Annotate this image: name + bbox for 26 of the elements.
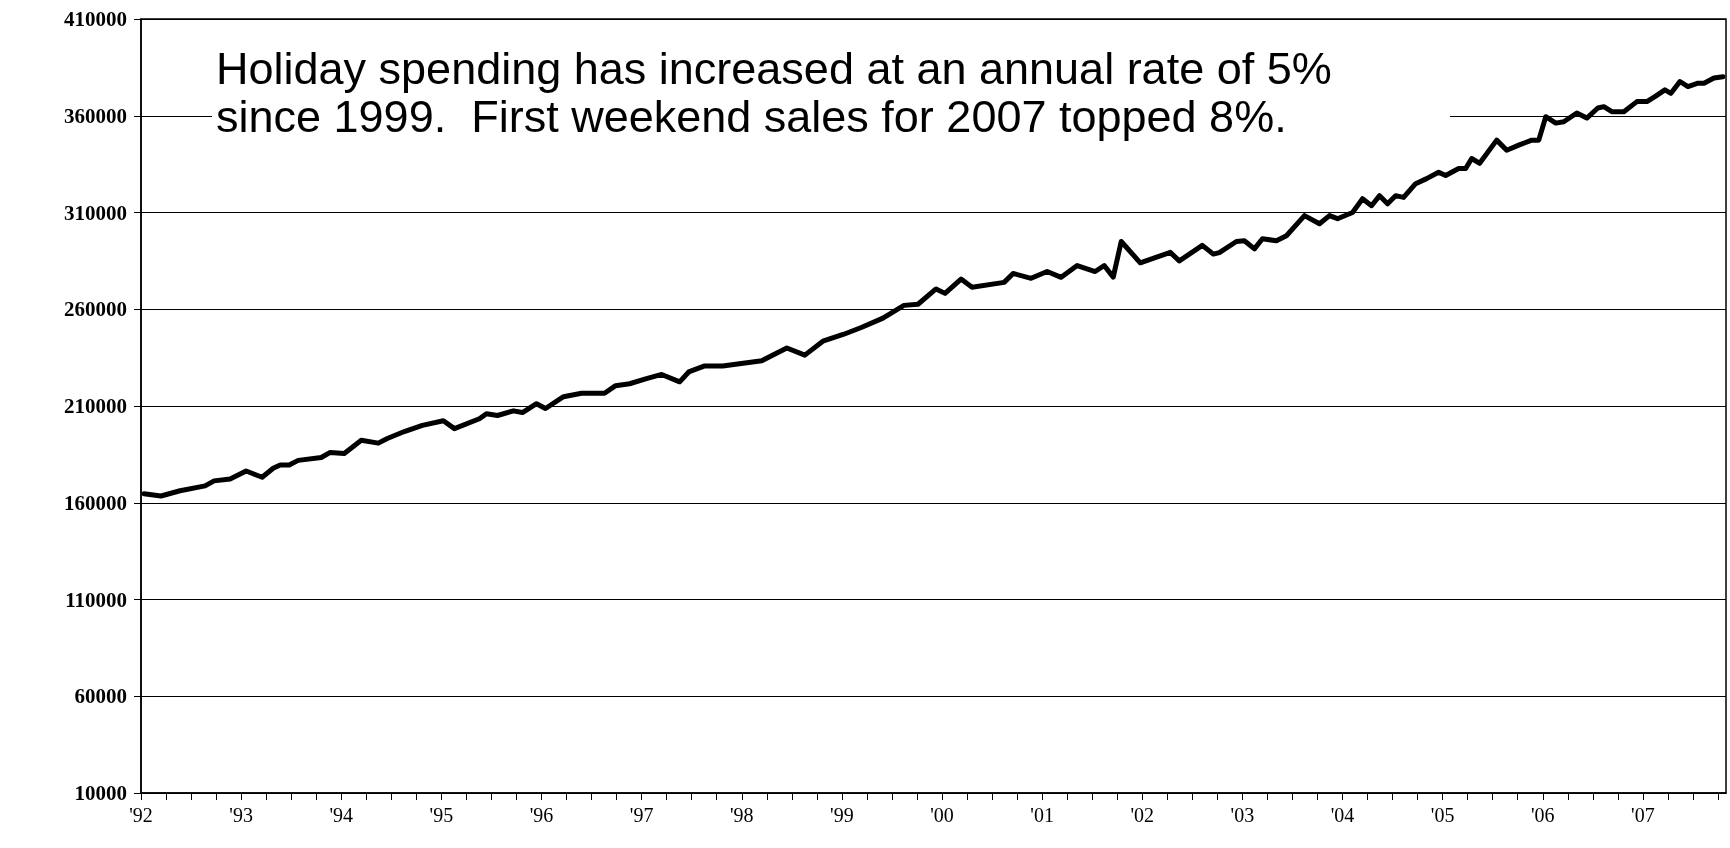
x-tick-label: '94	[329, 804, 354, 826]
x-tick-label: '98	[729, 804, 754, 826]
y-tick-label: 160000	[64, 490, 127, 515]
x-tick-label: '97	[629, 804, 654, 826]
x-tick-label: '05	[1430, 804, 1455, 826]
y-tick-label: 260000	[64, 297, 127, 322]
y-tick-label: 210000	[64, 394, 127, 418]
x-tick-label: '95	[429, 804, 454, 826]
x-tick-label: '93	[229, 804, 253, 826]
x-tick-label: '01	[1030, 804, 1054, 826]
x-tick-label: '03	[1230, 804, 1255, 826]
x-tick-label: '92	[129, 804, 153, 826]
x-tick-label: '02	[1130, 804, 1155, 826]
y-tick-label: 110000	[65, 587, 127, 612]
x-tick-label: '07	[1631, 804, 1655, 826]
x-tick-label: '99	[830, 804, 854, 826]
x-tick-label: '96	[529, 804, 554, 826]
x-tick-label: '06	[1530, 804, 1555, 826]
y-tick-label: 60000	[74, 684, 127, 709]
y-tick-label: 10000	[74, 781, 127, 805]
y-tick-label: 410000	[64, 7, 127, 31]
y-tick-label: 310000	[64, 200, 127, 225]
annotation: Holiday spending has increased at an annual rate of 5% since 1999. First weekend sales for 2007 topped 8%.	[216, 42, 1345, 142]
y-tick-label: 360000	[64, 103, 127, 128]
x-tick-label: '00	[930, 804, 954, 826]
x-tick-label: '04	[1330, 804, 1355, 826]
